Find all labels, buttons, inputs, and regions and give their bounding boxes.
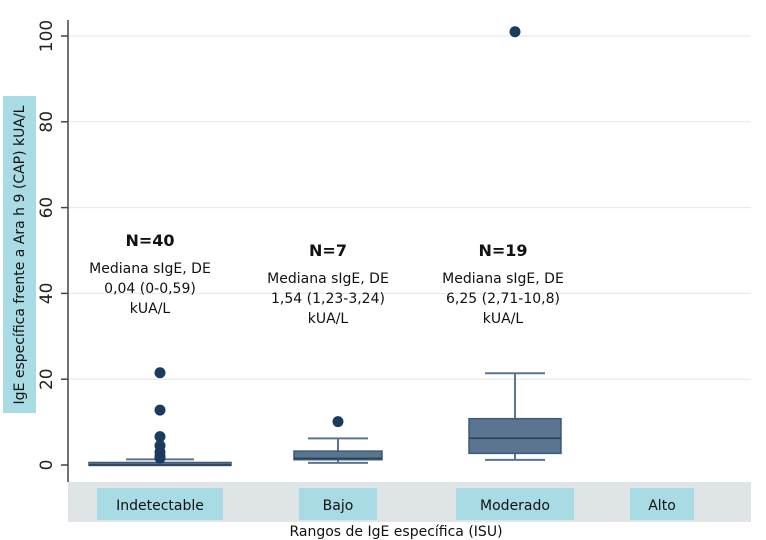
annotation-line: kUA/L xyxy=(483,311,524,327)
box-bajo xyxy=(293,416,383,464)
y-tick-label: 60 xyxy=(37,197,57,219)
category-label-background xyxy=(299,488,377,520)
outlier-point xyxy=(154,431,166,443)
y-tick-label: 20 xyxy=(37,368,57,390)
category-label-background xyxy=(630,488,694,520)
annotation-line: kUA/L xyxy=(308,311,349,327)
outlier-point xyxy=(154,404,166,416)
x-axis-title: Rangos de IgE específica (ISU) xyxy=(289,524,502,540)
annotations: N=40 Mediana sIgE, DE 0,04 (0-0,59) kUA/L N=… xyxy=(89,231,564,327)
outlier-point xyxy=(154,452,166,464)
outlier-point xyxy=(332,416,344,428)
annotation-n: N=40 xyxy=(125,231,174,250)
annotation-n: N=7 xyxy=(309,241,347,260)
box-iqr xyxy=(468,417,562,455)
annotation-line: 6,25 (2,71-10,8) xyxy=(446,291,560,307)
category-label: Moderado xyxy=(480,498,550,514)
x-axis-categories: Indetectable Bajo Moderado Alto xyxy=(97,488,694,520)
annotation-line: 0,04 (0-0,59) xyxy=(104,281,196,297)
y-axis-ticks: 0 20 40 60 80 100 xyxy=(37,20,68,471)
y-tick-label: 0 xyxy=(37,460,57,471)
box-iqr xyxy=(293,450,383,461)
category-label: Bajo xyxy=(323,498,354,514)
y-axis-title: IgE específica frente a Ara h 9 (CAP) kU… xyxy=(12,105,28,404)
outlier-point xyxy=(509,26,521,38)
category-label-background xyxy=(456,488,574,520)
annotation-line: Mediana sIgE, DE xyxy=(442,271,564,287)
y-axis-title-background xyxy=(3,96,36,413)
gridlines xyxy=(68,35,751,380)
annotation-line: 1,54 (1,23-3,24) xyxy=(271,291,385,307)
category-label: Indetectable xyxy=(116,498,204,514)
category-label-background xyxy=(97,488,223,520)
annotation-line: kUA/L xyxy=(130,301,171,317)
box-moderado xyxy=(468,26,562,461)
annotation-line: Mediana sIgE, DE xyxy=(267,271,389,287)
y-tick-label: 80 xyxy=(37,111,57,133)
y-tick-label: 100 xyxy=(37,20,57,52)
box-indetectable xyxy=(88,367,232,467)
annotation-n: N=19 xyxy=(478,241,527,260)
category-label: Alto xyxy=(648,498,676,514)
y-tick-label: 40 xyxy=(37,283,57,305)
boxes xyxy=(88,26,562,467)
annotation-line: Mediana sIgE, DE xyxy=(89,261,211,277)
outlier-point xyxy=(154,367,166,379)
